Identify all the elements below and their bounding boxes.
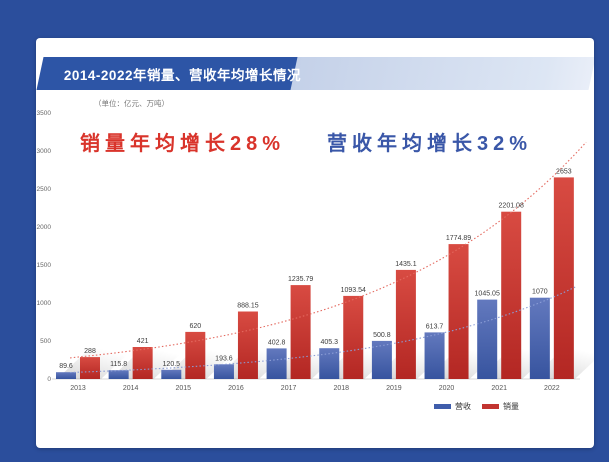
year-label: 2018 [333, 385, 349, 392]
sales-bar [553, 177, 574, 379]
revenue-value-label: 193.6 [215, 355, 233, 362]
sales-value-label: 2201.08 [499, 203, 524, 210]
sales-bar [343, 295, 364, 379]
sales-value-label: 1093.54 [341, 287, 366, 294]
year-label: 2019 [386, 385, 402, 392]
revenue-legend-swatch [434, 404, 451, 409]
revenue-bar [108, 370, 129, 379]
y-tick-label: 3000 [37, 148, 52, 155]
revenue-bar [213, 364, 234, 379]
unit-note: （单位：亿元、万吨） [94, 99, 169, 108]
chart-card: 2014-2022年销量、营收年均增长情况 （单位：亿元、万吨） 销量年均增长2… [36, 38, 594, 448]
year-label: 2013 [70, 385, 86, 392]
revenue-bar [266, 348, 287, 379]
revenue-value-label: 405.3 [320, 339, 338, 346]
revenue-bar [477, 299, 498, 379]
sales-bar [132, 347, 153, 379]
sales-value-label: 620 [189, 323, 201, 330]
revenue-bar [319, 348, 340, 379]
sales-bar [80, 357, 100, 379]
sales-value-label: 421 [137, 338, 149, 345]
revenue-trendline [70, 286, 576, 374]
revenue-legend-label: 营收 [455, 402, 471, 411]
revenue-value-label: 1070 [532, 289, 548, 296]
sales-value-label: 2653 [556, 168, 572, 175]
sales-value-label: 288 [84, 348, 96, 355]
bar-chart: 0 500 1000 1500 2000 2500 3000 3500 89.6 288 2013 1… [37, 110, 594, 392]
revenue-bar [161, 369, 182, 379]
sales-bar [290, 285, 311, 379]
sales-bar [395, 269, 416, 379]
y-tick-label: 3500 [37, 110, 52, 117]
year-label: 2022 [544, 385, 560, 392]
headline-revenue-growth: 营收年均增长32% [327, 133, 533, 155]
revenue-value-label: 500.8 [373, 332, 391, 339]
sales-value-label: 1435.1 [395, 261, 417, 268]
sales-bar [448, 244, 469, 379]
sales-legend-label: 销量 [503, 402, 519, 411]
year-label: 2016 [228, 385, 244, 392]
y-tick-label: 500 [40, 338, 51, 345]
y-tick-label: 1500 [37, 262, 52, 269]
legend-item-sales: 销量 [482, 401, 519, 412]
sales-bar [185, 331, 206, 379]
sales-bar [237, 311, 258, 379]
revenue-bar [371, 340, 392, 379]
year-label: 2021 [491, 385, 507, 392]
revenue-value-label: 89.6 [59, 363, 73, 370]
revenue-bar [56, 372, 76, 379]
chart-legend: 营收 销量 [434, 401, 519, 412]
year-label: 2015 [176, 385, 192, 392]
legend-item-revenue: 营收 [434, 401, 471, 412]
sales-value-label: 1774.89 [446, 235, 471, 242]
year-label: 2014 [123, 385, 139, 392]
sales-value-label: 1235.79 [288, 276, 313, 283]
year-label: 2020 [439, 385, 455, 392]
y-tick-label: 0 [47, 376, 51, 383]
revenue-bar [529, 297, 550, 379]
revenue-value-label: 120.5 [163, 361, 181, 368]
sales-trendline [70, 141, 587, 359]
sales-bar [501, 211, 522, 379]
y-tick-label: 1000 [37, 300, 52, 307]
revenue-value-label: 613.7 [426, 323, 444, 330]
revenue-value-label: 402.8 [268, 339, 286, 346]
revenue-value-label: 1045.05 [475, 291, 500, 298]
y-tick-label: 2500 [37, 186, 52, 193]
y-tick-label: 2000 [37, 224, 52, 231]
revenue-value-label: 115.8 [110, 361, 127, 368]
year-label: 2017 [281, 385, 297, 392]
revenue-bar [424, 332, 445, 379]
sales-legend-swatch [482, 404, 499, 409]
sales-value-label: 888.15 [237, 303, 259, 310]
headline-sales-growth: 销量年均增长28% [80, 133, 286, 155]
